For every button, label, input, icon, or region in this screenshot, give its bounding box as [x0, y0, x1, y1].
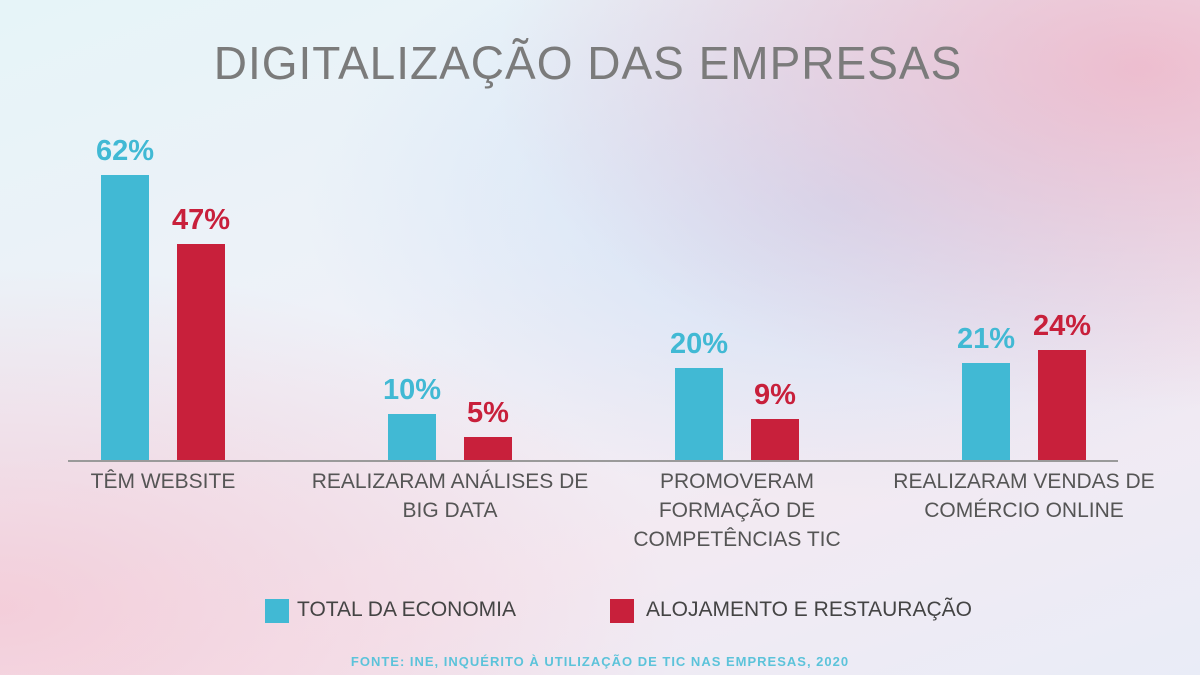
bar — [675, 368, 723, 460]
x-tick-label: TÊM WEBSITE — [90, 470, 236, 493]
value-label: 5% — [467, 397, 509, 429]
bar — [101, 174, 149, 460]
x-tick-label: PROMOVERAM FORMAÇÃO DE COMPETÊNCIAS TIC — [633, 470, 841, 551]
chart-title: DIGITALIZAÇÃO DAS EMPRESAS — [213, 37, 963, 89]
value-label: 21% — [956, 323, 1016, 356]
x-tick-label: REALIZARAM ANÁLISES DE BIG DATA — [311, 470, 589, 522]
bar — [1038, 349, 1086, 460]
value-label: 9% — [754, 378, 796, 411]
source-note: FONTE: INE, INQUÉRITO À UTILIZAÇÃO DE TI… — [350, 654, 850, 669]
legend-label: TOTAL DA ECONOMIA — [297, 598, 516, 621]
value-label: 62% — [95, 134, 155, 167]
legend-label: ALOJAMENTO E RESTAURAÇÃO — [646, 598, 972, 621]
value-label: 10% — [382, 374, 442, 406]
value-label: 24% — [1032, 309, 1092, 342]
x-axis-line — [68, 460, 1118, 462]
legend-swatch — [265, 599, 289, 623]
legend-swatch — [610, 599, 634, 623]
value-label: 47% — [171, 203, 231, 236]
x-tick-label: REALIZARAM VENDAS DE COMÉRCIO ONLINE — [893, 470, 1155, 522]
bar — [177, 243, 225, 460]
bar — [388, 414, 436, 460]
bar — [962, 363, 1010, 460]
bar — [464, 437, 512, 460]
bar — [751, 418, 799, 460]
value-label: 20% — [669, 328, 729, 360]
